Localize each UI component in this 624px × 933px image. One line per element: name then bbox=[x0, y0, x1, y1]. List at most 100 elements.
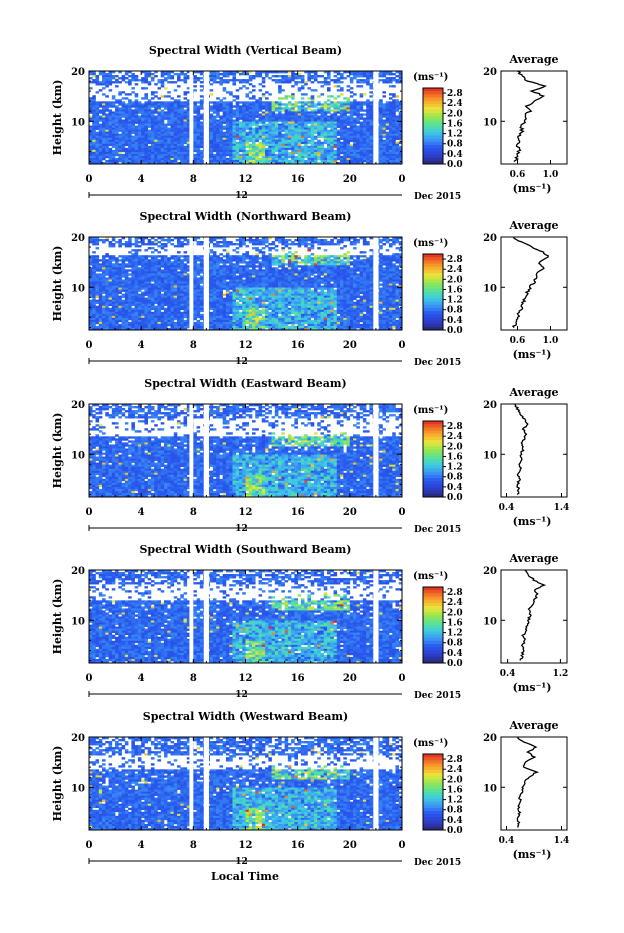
colorbar-unit: (ms⁻¹) bbox=[413, 238, 448, 249]
average-x-label: (ms⁻¹) bbox=[513, 348, 552, 361]
colorbar-tick-label: 0.4 bbox=[447, 483, 463, 493]
average-frame bbox=[501, 737, 567, 830]
colorbar-tick-label: 2.0 bbox=[447, 275, 463, 285]
colorbar-tick-label: 0.0 bbox=[447, 493, 463, 503]
colorbar-tick-label: 0.8 bbox=[447, 140, 463, 150]
heatmap bbox=[89, 237, 402, 330]
colorbar-tick-label: 2.4 bbox=[447, 265, 463, 275]
y-axis-label: Height (km) bbox=[51, 246, 64, 322]
panel-title: Spectral Width (Eastward Beam) bbox=[144, 377, 346, 390]
data-gap bbox=[204, 71, 209, 164]
colorbar-tick-label: 0.4 bbox=[447, 816, 463, 826]
average-x-label: (ms⁻¹) bbox=[513, 182, 552, 195]
x-tick-label: 16 bbox=[291, 507, 305, 518]
average-x-tick-label: 0.4 bbox=[500, 669, 516, 679]
x-tick-label: 8 bbox=[190, 840, 197, 851]
colorbar-tick-label: 1.2 bbox=[447, 296, 463, 306]
data-gap bbox=[189, 237, 193, 330]
x-axis-label: Local Time bbox=[211, 870, 279, 883]
colorbar-tick-label: 1.6 bbox=[447, 618, 463, 628]
colorbar-tick-label: 2.0 bbox=[447, 608, 463, 618]
average-title: Average bbox=[508, 719, 558, 732]
colorbar-unit: (ms⁻¹) bbox=[413, 405, 448, 416]
data-gap bbox=[204, 570, 209, 663]
average-y-tick-label: 10 bbox=[483, 616, 497, 627]
colorbar: (ms⁻¹)2.82.42.01.61.20.80.40.0 bbox=[413, 72, 463, 170]
y-tick-label: 20 bbox=[71, 233, 85, 244]
date-label: Dec 2015 bbox=[414, 691, 461, 701]
average-title: Average bbox=[508, 53, 558, 66]
y-axis-label: Height (km) bbox=[51, 579, 64, 655]
average-x-tick-label: 1.0 bbox=[543, 170, 559, 180]
date-tick: 12 bbox=[235, 524, 248, 534]
x-tick-label: 0 bbox=[399, 840, 406, 851]
x-tick-label: 0 bbox=[86, 673, 93, 684]
colorbar: (ms⁻¹)2.82.42.01.61.20.80.40.0 bbox=[413, 571, 463, 669]
x-tick-label: 0 bbox=[399, 673, 406, 684]
x-tick-label: 0 bbox=[86, 840, 93, 851]
x-tick-label: 12 bbox=[239, 507, 253, 518]
colorbar-tick-label: 2.8 bbox=[447, 755, 463, 765]
average-y-tick-label: 10 bbox=[483, 283, 497, 294]
panel-title: Spectral Width (Vertical Beam) bbox=[149, 44, 342, 57]
date-tick: 12 bbox=[235, 357, 248, 367]
x-tick-label: 4 bbox=[138, 507, 145, 518]
heatmap bbox=[89, 71, 402, 164]
colorbar-tick-label: 0.4 bbox=[447, 316, 463, 326]
data-gap bbox=[189, 737, 193, 830]
x-tick-label: 8 bbox=[190, 174, 197, 185]
average-y-tick-label: 10 bbox=[483, 117, 497, 128]
y-axis-label: Height (km) bbox=[51, 746, 64, 822]
colorbar-unit: (ms⁻¹) bbox=[413, 571, 448, 582]
data-gap bbox=[204, 404, 209, 497]
average-x-label: (ms⁻¹) bbox=[513, 515, 552, 528]
date-label: Dec 2015 bbox=[414, 192, 461, 202]
heatmap bbox=[89, 737, 402, 830]
colorbar: (ms⁻¹)2.82.42.01.61.20.80.40.0 bbox=[413, 405, 463, 503]
colorbar: (ms⁻¹)2.82.42.01.61.20.80.40.0 bbox=[413, 238, 463, 336]
average-frame bbox=[501, 404, 567, 497]
y-tick-label: 20 bbox=[71, 67, 85, 78]
x-tick-label: 16 bbox=[291, 840, 305, 851]
colorbar-unit: (ms⁻¹) bbox=[413, 72, 448, 83]
date-tick: 12 bbox=[235, 690, 248, 700]
colorbar-tick-label: 2.0 bbox=[447, 109, 463, 119]
average-x-tick-label: 1.0 bbox=[543, 336, 559, 346]
x-tick-label: 16 bbox=[291, 673, 305, 684]
heatmap bbox=[89, 404, 402, 497]
average-x-tick-label: 1.2 bbox=[553, 669, 569, 679]
colorbar-tick-label: 1.6 bbox=[447, 119, 463, 129]
x-tick-label: 4 bbox=[138, 340, 145, 351]
colorbar-tick-label: 1.6 bbox=[447, 285, 463, 295]
colorbar-tick-label: 2.8 bbox=[447, 255, 463, 265]
colorbar-tick-label: 0.0 bbox=[447, 659, 463, 669]
data-gap bbox=[373, 737, 378, 830]
y-axis-label: Height (km) bbox=[51, 80, 64, 156]
date-tick: 12 bbox=[235, 857, 248, 867]
colorbar-tick-label: 1.6 bbox=[447, 785, 463, 795]
y-tick-label: 20 bbox=[71, 566, 85, 577]
x-tick-label: 16 bbox=[291, 340, 305, 351]
average-y-tick-label: 20 bbox=[483, 233, 497, 244]
x-tick-label: 16 bbox=[291, 174, 305, 185]
colorbar-tick-label: 1.6 bbox=[447, 452, 463, 462]
average-x-tick-label: 0.4 bbox=[499, 503, 515, 513]
x-tick-label: 12 bbox=[239, 840, 253, 851]
heatmap bbox=[89, 570, 402, 663]
colorbar-tick-label: 1.2 bbox=[447, 796, 463, 806]
x-tick-label: 4 bbox=[138, 673, 145, 684]
y-tick-label: 20 bbox=[71, 733, 85, 744]
average-title: Average bbox=[508, 219, 558, 232]
x-tick-label: 20 bbox=[343, 673, 357, 684]
date-label: Dec 2015 bbox=[414, 358, 461, 368]
colorbar-tick-label: 0.0 bbox=[447, 826, 463, 836]
average-frame bbox=[501, 71, 567, 164]
